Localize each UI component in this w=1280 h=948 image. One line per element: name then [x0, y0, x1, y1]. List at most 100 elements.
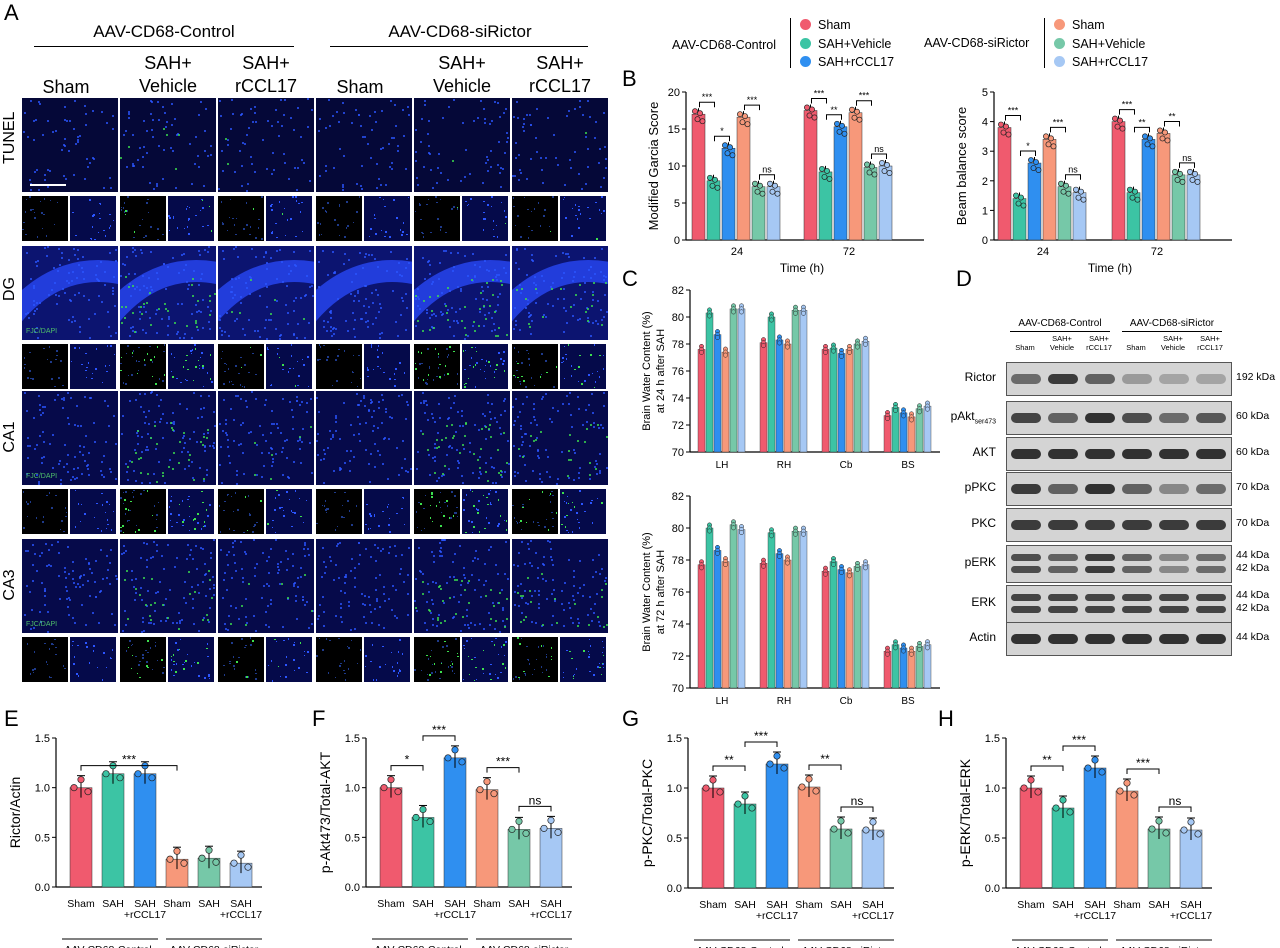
data-point	[766, 760, 774, 768]
data-point	[237, 851, 245, 859]
data-point	[1144, 141, 1151, 148]
data-point	[793, 310, 798, 316]
data-point	[1084, 764, 1092, 772]
wb-group-label: AAV-CD68-Control	[1018, 318, 1102, 329]
y-tick-label: 1.0	[345, 783, 360, 795]
data-point	[714, 184, 721, 191]
significance-bracket	[759, 174, 775, 180]
significance-label: ***	[432, 723, 446, 737]
data-point	[458, 758, 466, 766]
data-point	[839, 354, 844, 359]
data-point	[801, 310, 806, 316]
bar	[803, 110, 818, 241]
micrograph-subtile	[120, 637, 166, 682]
data-point	[837, 817, 845, 825]
wb-kda-marker: 60 kDa	[1236, 446, 1270, 458]
data-point	[1187, 168, 1193, 175]
wb-band	[1196, 554, 1226, 561]
significance-label: ***	[1072, 733, 1086, 747]
micrograph-tile	[120, 98, 216, 192]
bar	[883, 415, 892, 453]
bar	[1115, 790, 1139, 889]
wb-band	[1048, 449, 1078, 459]
data-point	[1065, 190, 1072, 197]
micrograph-subtile	[414, 196, 460, 241]
y-tick-label: 72	[672, 651, 684, 663]
x-tick-label: Sham	[1017, 899, 1045, 911]
wb-protein-label: ERK	[944, 595, 996, 609]
data-point	[823, 571, 828, 577]
significance-bracket	[1179, 162, 1195, 168]
x-tick-label: +rCCL17	[852, 910, 894, 922]
wb-band	[1048, 413, 1078, 423]
bar	[721, 561, 730, 689]
x-tick-label: 24	[731, 246, 743, 258]
data-point	[998, 121, 1004, 128]
micrograph-subtile	[266, 344, 312, 389]
significance-label: ***	[702, 92, 713, 102]
significance-bracket	[699, 101, 715, 108]
y-tick-label: 78	[672, 555, 684, 567]
data-point	[855, 344, 860, 350]
bar	[1042, 139, 1057, 241]
data-point	[84, 788, 92, 796]
wb-band	[1122, 520, 1152, 530]
y-tick-label: 82	[672, 285, 684, 297]
panel-label-d: D	[956, 266, 972, 291]
bar	[883, 651, 892, 689]
wb-band	[1011, 413, 1041, 423]
data-point	[866, 169, 873, 176]
wb-kda-marker: 70 kDa	[1236, 517, 1270, 529]
panel-label-g: G	[622, 706, 640, 731]
data-point	[1117, 117, 1123, 124]
x-tick-label: RH	[777, 460, 791, 471]
wb-group-line	[1010, 331, 1110, 332]
wb-band	[1122, 374, 1152, 384]
micrograph-subtile	[266, 489, 312, 534]
bar	[848, 112, 863, 241]
significance-label: *	[720, 126, 724, 136]
micrograph-subtile	[266, 196, 312, 241]
wb-band	[1159, 594, 1189, 601]
significance-label: ***	[754, 729, 768, 743]
stain-label: FJC/DAPI	[26, 473, 58, 480]
data-point	[801, 531, 806, 537]
wb-lane-label: SAH+ rCCL17	[1086, 334, 1112, 352]
wb-band	[1011, 484, 1041, 494]
data-point	[812, 787, 820, 795]
data-point	[394, 788, 402, 796]
wb-band	[1048, 484, 1078, 494]
data-point	[769, 533, 774, 539]
data-point	[1035, 167, 1042, 173]
x-axis-title: Time (h)	[1088, 261, 1132, 275]
data-point	[864, 161, 870, 168]
micrograph-tile	[414, 98, 510, 192]
significance-label: ***	[1053, 117, 1064, 127]
wb-band	[1159, 374, 1189, 384]
data-point	[1164, 137, 1171, 144]
data-point	[412, 813, 420, 822]
wb-protein-name: Actin	[969, 630, 996, 644]
column-header-line: SAH+	[242, 53, 290, 73]
significance-label: ns	[762, 165, 772, 175]
data-point	[444, 754, 452, 762]
data-point	[554, 828, 562, 836]
micrograph-subtile	[70, 196, 116, 241]
x-tick-label: RH	[777, 696, 791, 707]
significance-bracket	[826, 114, 842, 120]
data-point	[785, 560, 790, 566]
data-point	[785, 344, 790, 350]
significance-label: ns	[874, 144, 884, 154]
x-tick-label: Cb	[840, 696, 853, 707]
data-point	[844, 829, 852, 837]
micrograph-tile	[22, 391, 118, 485]
data-point	[856, 116, 863, 123]
data-point	[925, 645, 930, 651]
wb-band	[1159, 449, 1189, 459]
bar	[923, 644, 932, 689]
significance-bracket	[1065, 174, 1081, 180]
y-tick-label: 1.0	[985, 783, 1000, 795]
x-tick-label: Cb	[840, 460, 853, 471]
micrograph-subtile	[462, 344, 508, 389]
data-point	[1048, 135, 1054, 142]
